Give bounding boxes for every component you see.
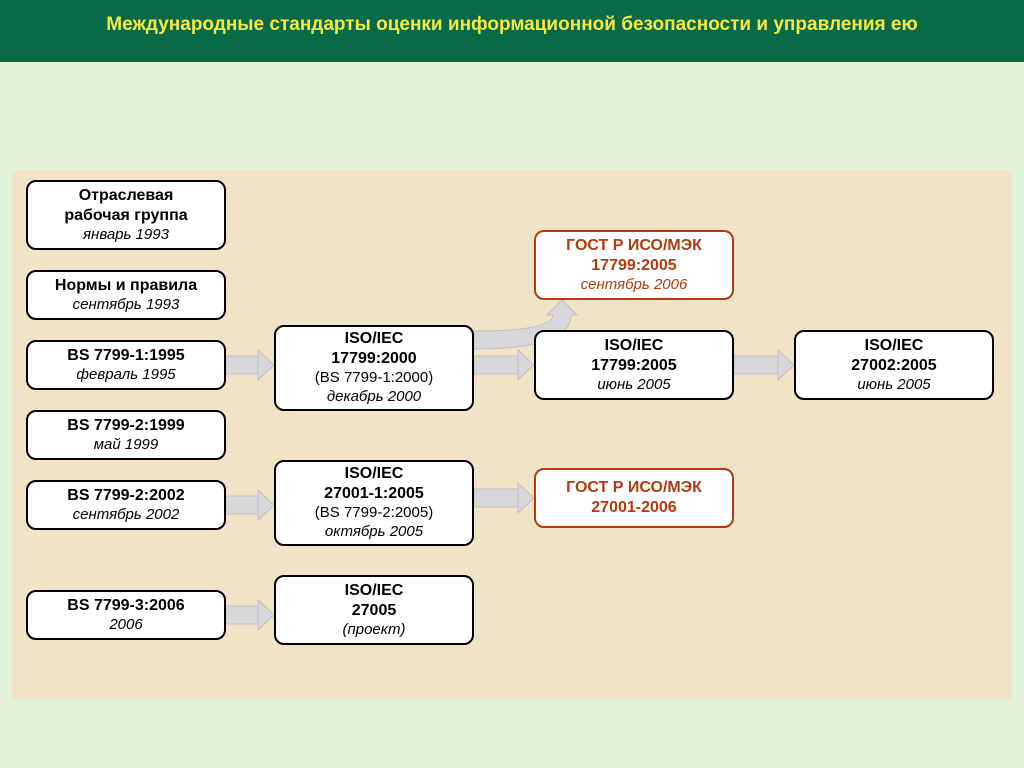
node-n3: BS 7799-1:1995февраль 1995 bbox=[26, 340, 226, 390]
node-n8: ISO/IEC27001-1:2005(BS 7799-2:2005)октяб… bbox=[274, 460, 474, 546]
page-title: Международные стандарты оценки информаци… bbox=[106, 14, 917, 35]
node-n13: ISO/IEC27002:2005июнь 2005 bbox=[794, 330, 994, 400]
node-n10: ГОСТ Р ИСО/МЭК17799:2005сентябрь 2006 bbox=[534, 230, 734, 300]
node-n7: ISO/IEC17799:2000(BS 7799-1:2000)декабрь… bbox=[274, 325, 474, 411]
diagram-canvas: Отраслеваярабочая группаянварь 1993 Нормы… bbox=[12, 170, 1012, 700]
node-n9: ISO/IEC27005(проект) bbox=[274, 575, 474, 645]
node-n12: ГОСТ Р ИСО/МЭК27001-2006 bbox=[534, 468, 734, 528]
node-n1: Отраслеваярабочая группаянварь 1993 bbox=[26, 180, 226, 250]
node-n5: BS 7799-2:2002сентябрь 2002 bbox=[26, 480, 226, 530]
page-header: Международные стандарты оценки информаци… bbox=[0, 0, 1024, 62]
node-n11: ISO/IEC17799:2005июнь 2005 bbox=[534, 330, 734, 400]
node-n6: BS 7799-3:20062006 bbox=[26, 590, 226, 640]
node-n4: BS 7799-2:1999май 1999 bbox=[26, 410, 226, 460]
node-n2: Нормы и правиласентябрь 1993 bbox=[26, 270, 226, 320]
